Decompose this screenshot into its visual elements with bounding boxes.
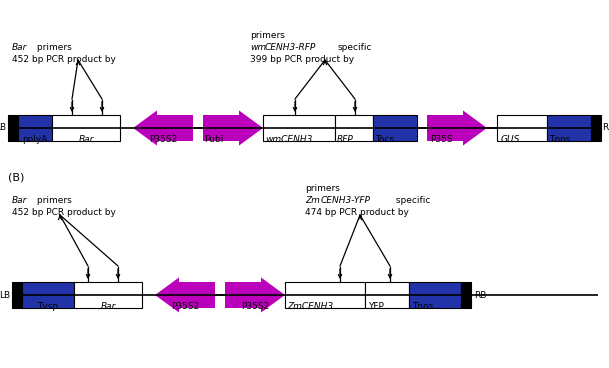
Bar [285,282,365,308]
FancyArrow shape [427,110,487,146]
Bar [52,115,120,141]
Bar [409,282,461,308]
Text: RB: RB [602,124,609,132]
Text: Bar: Bar [12,196,27,205]
Text: GUS: GUS [501,135,520,144]
Text: Bar: Bar [79,135,94,144]
Bar [547,115,591,141]
Text: YFP: YFP [368,302,384,311]
Bar [74,282,142,308]
Text: 399 bp PCR product by: 399 bp PCR product by [250,55,354,64]
Text: 474 bp PCR product by: 474 bp PCR product by [305,208,409,217]
FancyArrow shape [203,110,263,146]
Text: Tnos: Tnos [549,135,570,144]
Text: primers: primers [34,43,72,52]
FancyArrow shape [155,277,215,312]
Bar [335,115,373,141]
Text: RFP: RFP [337,135,354,144]
Text: 452 bp PCR product by: 452 bp PCR product by [12,55,116,64]
Text: polyA: polyA [23,135,48,144]
Text: wm: wm [250,43,266,52]
Text: P35S2: P35S2 [149,135,177,144]
Bar [8,115,18,141]
Bar [461,282,471,308]
Bar [12,282,22,308]
Bar [365,282,409,308]
Text: LB: LB [0,290,10,300]
FancyArrow shape [133,110,193,146]
Bar [18,115,52,141]
Text: P35S: P35S [430,135,452,144]
Text: Tocs: Tocs [375,135,394,144]
FancyArrow shape [225,277,285,312]
Text: Tnos: Tnos [412,302,433,311]
Text: LB: LB [0,124,6,132]
Text: specific: specific [338,43,373,52]
Text: 452 bp PCR product by: 452 bp PCR product by [12,208,116,217]
Text: Pubi: Pubi [204,135,224,144]
Bar [263,115,335,141]
Text: primers: primers [305,184,340,193]
Text: wmCENH3: wmCENH3 [265,135,312,144]
Text: specific: specific [393,196,431,205]
Text: primers: primers [34,196,72,205]
Text: Bar: Bar [100,302,116,311]
Text: Bar: Bar [12,43,27,52]
Bar [373,115,417,141]
Text: P35S2: P35S2 [171,302,199,311]
Text: (B): (B) [8,172,24,182]
Text: Tvsp: Tvsp [37,302,58,311]
Text: Zm: Zm [305,196,320,205]
Text: P35S2: P35S2 [241,302,269,311]
Text: primers: primers [250,31,285,40]
Text: CENH3-YFP: CENH3-YFP [321,196,371,205]
Text: CENH3-RFP: CENH3-RFP [265,43,316,52]
Bar [591,115,601,141]
Bar [22,282,74,308]
Text: RB: RB [474,290,487,300]
Bar [497,115,547,141]
Text: ZmCENH3: ZmCENH3 [287,302,333,311]
